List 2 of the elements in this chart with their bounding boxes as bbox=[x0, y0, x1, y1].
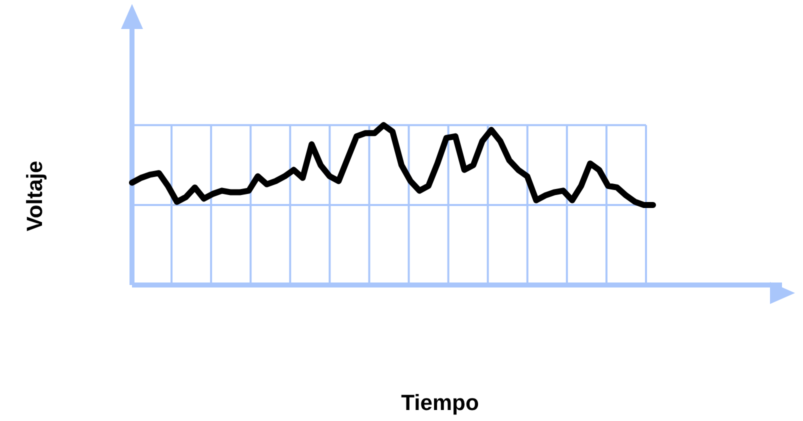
x-axis-title: Tiempo bbox=[401, 390, 479, 416]
y-axis-title: Voltaje bbox=[22, 160, 48, 232]
